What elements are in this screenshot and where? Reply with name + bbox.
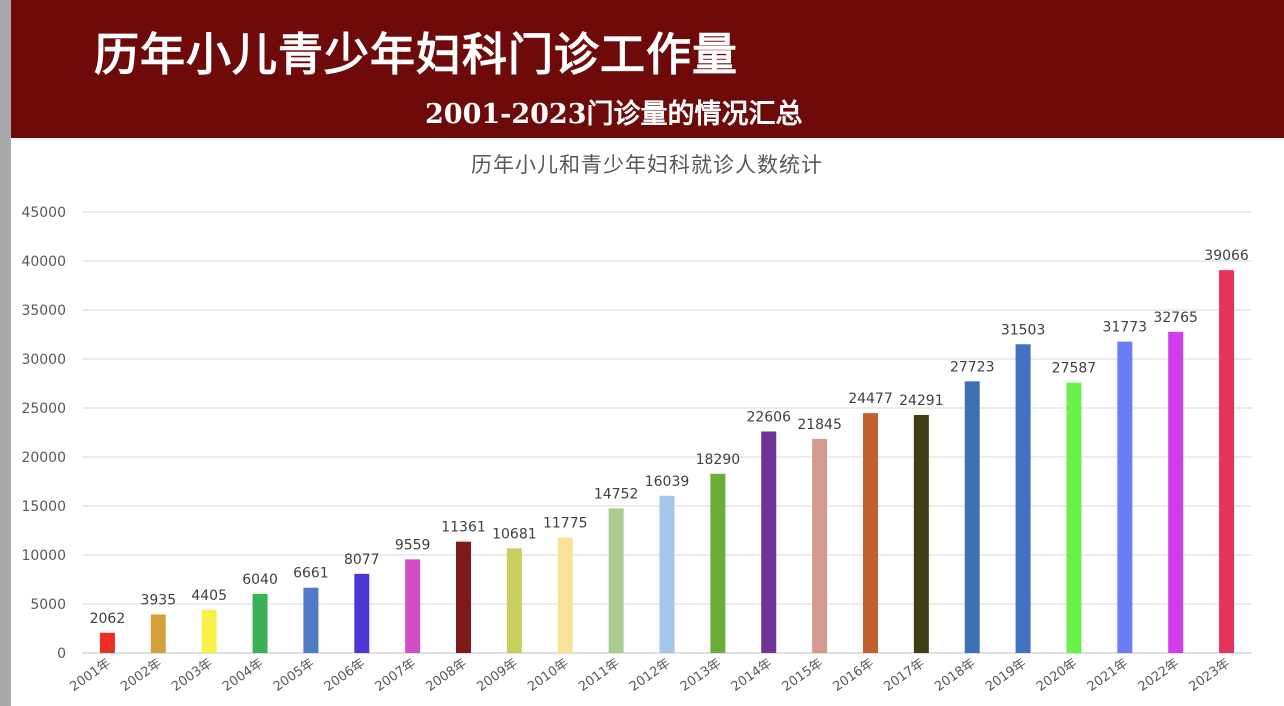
data-label: 6040: [242, 572, 278, 588]
y-axis-ticks: 0 5000 10000 15000 20000 25000 30000 35000 40000…: [21, 205, 66, 662]
bar: [150, 614, 166, 653]
x-tick-label: 2022年: [1136, 656, 1182, 695]
bar: [1219, 270, 1235, 653]
data-label: 11361: [441, 520, 486, 536]
x-tick-label: 2010年: [525, 656, 571, 695]
bar: [913, 414, 929, 653]
bar: [862, 413, 878, 653]
bar: [99, 632, 115, 653]
bar: [557, 537, 573, 653]
data-label: 31773: [1103, 320, 1148, 336]
bar: [761, 431, 777, 653]
x-tick-label: 2007年: [373, 656, 419, 695]
x-tick-label: 2011年: [576, 656, 622, 695]
x-tick-label: 2023年: [1186, 656, 1232, 695]
data-label: 9559: [395, 537, 431, 553]
y-tick-label: 40000: [21, 254, 66, 270]
bar: [710, 473, 726, 653]
x-tick-label: 2020年: [1034, 656, 1080, 695]
x-tick-label: 2001年: [67, 656, 113, 695]
data-label: 22606: [746, 409, 791, 425]
y-tick-label: 10000: [21, 548, 66, 564]
y-tick-label: 20000: [21, 450, 66, 466]
bar: [659, 495, 675, 653]
y-tick-label: 35000: [21, 303, 66, 319]
x-tick-label: 2018年: [932, 656, 978, 695]
bar: [1015, 344, 1031, 653]
bar: [1066, 382, 1082, 653]
slide-subtitle: 2001-2023门诊量的情况汇总: [425, 99, 803, 130]
slide-title: 历年小儿青少年妇科门诊工作量: [94, 28, 739, 81]
data-label: 39066: [1204, 248, 1249, 264]
bar: [964, 381, 980, 653]
x-tick-label: 2013年: [678, 656, 724, 695]
data-label: 14752: [594, 486, 639, 502]
data-label: 6661: [293, 566, 329, 582]
y-tick-label: 25000: [21, 401, 66, 417]
bar: [201, 609, 217, 653]
bar: [812, 438, 828, 653]
x-tick-label: 2009年: [474, 656, 520, 695]
bar: [405, 559, 421, 653]
x-tick-label: 2012年: [627, 656, 673, 695]
data-label: 32765: [1153, 310, 1198, 326]
x-axis-ticks: 2001年 2002年 2003年 2004年 2005年 2006年 2007年 2008年…: [67, 656, 1232, 695]
data-label: 4405: [191, 588, 227, 604]
x-tick-label: 2005年: [271, 656, 317, 695]
slide-header: [11, 0, 1284, 138]
data-label: 24291: [899, 393, 944, 409]
bars: [99, 270, 1235, 653]
data-label: 2062: [90, 611, 126, 627]
x-tick-label: 2019年: [983, 656, 1029, 695]
x-tick-label: 2008年: [423, 656, 469, 695]
chart-title: 历年小儿和青少年妇科就诊人数统计: [471, 153, 823, 177]
x-tick-label: 2021年: [1085, 656, 1131, 695]
left-edge-strip: [0, 0, 11, 706]
bar: [252, 593, 268, 653]
bar: [608, 508, 624, 653]
data-label: 27723: [950, 359, 995, 375]
x-tick-label: 2002年: [118, 656, 164, 695]
data-labels: 2062 3935 4405 6040 6661 8077 9559 11361 10681 11…: [90, 248, 1249, 627]
data-label: 16039: [645, 474, 690, 490]
x-tick-label: 2016年: [830, 656, 876, 695]
y-tick-label: 0: [57, 646, 66, 662]
bar: [1117, 341, 1133, 653]
x-tick-label: 2004年: [220, 656, 266, 695]
data-label: 27587: [1052, 361, 1097, 377]
y-tick-label: 15000: [21, 499, 66, 515]
bar: [303, 587, 319, 653]
y-tick-label: 5000: [30, 597, 66, 613]
data-label: 8077: [344, 552, 380, 568]
y-tick-label: 30000: [21, 352, 66, 368]
data-label: 3935: [140, 592, 176, 608]
bar: [506, 548, 522, 653]
data-label: 10681: [492, 526, 537, 542]
bar: [456, 541, 472, 653]
data-label: 31503: [1001, 322, 1046, 338]
bar: [1168, 331, 1184, 653]
x-tick-label: 2015年: [780, 656, 826, 695]
x-tick-label: 2014年: [729, 656, 775, 695]
x-tick-label: 2006年: [322, 656, 368, 695]
x-tick-label: 2017年: [881, 656, 927, 695]
x-tick-label: 2003年: [169, 656, 215, 695]
data-label: 21845: [797, 417, 842, 433]
data-label: 18290: [696, 452, 741, 468]
y-tick-label: 45000: [21, 205, 66, 221]
data-label: 24477: [848, 391, 893, 407]
bar: [354, 573, 370, 653]
data-label: 11775: [543, 516, 588, 532]
